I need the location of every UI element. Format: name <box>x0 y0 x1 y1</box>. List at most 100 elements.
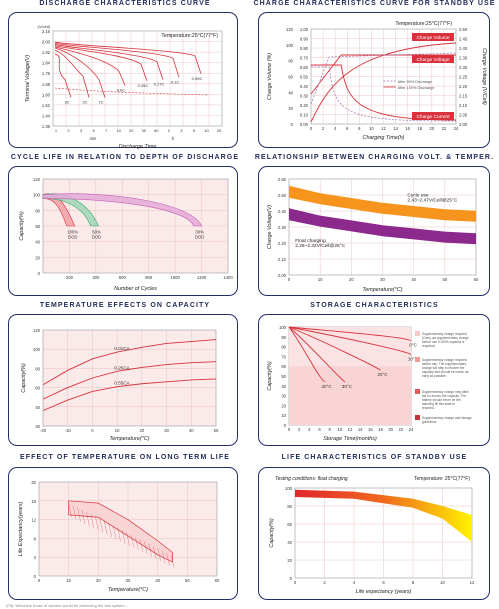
storage-xtick-label: 24 <box>409 427 414 432</box>
tempcap-xtick-label: 40 <box>189 428 194 433</box>
storage-ytick-label: 50 <box>281 374 286 379</box>
templife-xtick-label: 30 <box>126 578 131 583</box>
templife-hatch <box>121 530 126 544</box>
charge-xtick-label: 18 <box>417 126 422 131</box>
charge-xtick-label: 16 <box>405 126 410 131</box>
tempcap-series-line <box>42 378 217 412</box>
discharge-xlabel: Discharge Time <box>119 144 157 149</box>
storage-zone-low <box>289 366 411 425</box>
templife-hatch <box>108 523 112 537</box>
storage-xtick-label: 20 <box>388 427 393 432</box>
standby-title: LIFE CHARACTERISTICS OF STANDBY USE <box>281 454 468 461</box>
cycle-ytick-label: 120 <box>33 177 41 182</box>
tempcap-title: TEMPERATURE EFFECTS ON CAPACITY <box>39 302 211 309</box>
tempcap-ytick-label: 120 <box>33 328 41 333</box>
templife-hatch <box>77 507 81 522</box>
tempcap-ylabel: Capacity(%) <box>21 363 27 393</box>
charge-current-50-line <box>311 66 457 122</box>
standby-annotation-right: Temperature: 25°C(77°F) <box>414 476 470 482</box>
discharge-ytick-label: 1.84 <box>42 61 51 66</box>
discharge-ytick-label: 1.44 <box>42 113 51 118</box>
storage-xtick-label: 12 <box>348 427 353 432</box>
templife-xtick-label: 50 <box>185 578 190 583</box>
cycle-xtick-label: 1400 <box>223 275 233 280</box>
templife-hatch <box>130 534 135 548</box>
discharge-series-label: 0.6C <box>117 88 126 93</box>
cycle-ylabel: Capacity(%) <box>19 211 25 241</box>
tempcap-xtick-label: 30 <box>164 428 169 433</box>
tempcap-xtick-label: -20 <box>40 428 47 433</box>
cycle-xtick-label: 1200 <box>197 275 207 280</box>
storage-xtick-label: 16 <box>368 427 373 432</box>
tempcap-ytick-label: 60 <box>35 386 40 391</box>
templife-card: 20 16 12 8 4 0 0 10 20 30 40 50 60 Temperature(°C) Lif… <box>8 467 238 600</box>
relationship-ytick-label: 2.40 <box>278 209 287 214</box>
tempcap-plot-area <box>42 329 217 427</box>
charge-label-box <box>412 55 454 63</box>
standby-xtick-label: 0 <box>294 580 297 585</box>
storage-legend-text: guidelines <box>422 420 437 424</box>
templife-hatch <box>90 514 95 529</box>
cycle-ytick-label: 0 <box>38 271 41 276</box>
cycle-xtick-label: 200 <box>66 275 74 280</box>
tempcap-ytick-label: 40 <box>35 405 40 410</box>
charge-right-ytick-label: 2.35 <box>459 56 468 61</box>
charge-label-charge_volume: Charge Volume <box>416 35 449 41</box>
standby-xtick-label: 2 <box>323 580 326 585</box>
charge-xtick-label: 8 <box>358 126 361 131</box>
discharge-chart: 2.16 2.00 1.92 1.84 1.76 1.68 1.60 1.52 1.44 1.36… <box>25 24 223 149</box>
standby-ytick-label: 100 <box>285 486 293 491</box>
relationship-cycle-voltage: 2.43~2.47V/Cell@25°C <box>407 197 457 203</box>
charge-right-ytick-label: 2.50 <box>459 27 468 32</box>
cycle-title: CYCLE LIFE IN RELATION TO DEPTH OF DISCH… <box>10 154 240 161</box>
storage-legend-swatch <box>415 415 420 420</box>
storage-legend-text: required) <box>422 344 435 348</box>
charge-xtick-label: 4 <box>334 126 337 131</box>
charge-xtick-label: 20 <box>429 126 434 131</box>
charge-xtick-label: 14 <box>393 126 398 131</box>
templife-hatch <box>157 548 161 561</box>
storage-series-label: 40°C <box>321 384 332 389</box>
standby-xtick-label: 12 <box>470 580 475 585</box>
discharge-xtick-label: 1 <box>55 128 58 133</box>
relationship-band <box>289 185 476 222</box>
storage-legend-text: fail to recover the capacity. The <box>422 394 466 398</box>
charge-ytick-label: 0.40 <box>300 84 309 89</box>
storage-legend-text: battery should never be left <box>422 398 461 402</box>
templife-ytick-label: 4 <box>34 555 37 560</box>
charge-ytick-label: 0.10 <box>300 113 309 118</box>
storage-xtick-label: 2 <box>298 427 301 432</box>
discharge-xtick-label: 5 <box>193 128 196 133</box>
templife-hatch <box>126 532 130 546</box>
discharge-ytick-label: 1.76 <box>42 71 51 76</box>
discharge-ytick-label: 1.36 <box>42 124 51 129</box>
standby-xtick-label: 6 <box>382 580 385 585</box>
storage-series-line <box>288 326 412 342</box>
relationship-xtick-label: 40 <box>411 277 416 282</box>
templife-ytick-label: 12 <box>31 518 36 523</box>
charge-xlabel: Charging Time(h) <box>363 135 405 141</box>
discharge-ytick-label: 2.00 <box>42 40 51 45</box>
footnote: (Fit): Whichthe those of section would b… <box>6 603 129 608</box>
storage-ylabel: Capacity(%) <box>267 361 273 391</box>
charge-right-ytick-label: 2.25 <box>459 75 468 80</box>
discharge-ytick-label: 1.68 <box>42 82 51 87</box>
standby-xtick-label: 8 <box>412 580 415 585</box>
cycle-band-label: 50% <box>92 230 101 235</box>
templife-hatch <box>161 550 166 564</box>
discharge-series-label: 0.17C <box>154 82 165 87</box>
templife-ytick-label: 16 <box>31 499 36 504</box>
discharge-series-label: 0.1C <box>171 79 180 84</box>
templife-hatch <box>139 539 143 553</box>
tempcap-xlabel: Temperature(°C) <box>109 436 149 442</box>
standby-card: 100 80 60 40 20 0 0 2 4 6 8 10 12 Life expectancy (ye… <box>258 467 490 600</box>
standby-ytick-label: 40 <box>287 540 292 545</box>
tempcap-series-label: 0.55CA <box>114 381 130 386</box>
templife-hatch <box>170 555 175 568</box>
discharge-series-line <box>54 41 202 74</box>
templife-hatch <box>113 525 117 540</box>
discharge-xtick-label: 2 <box>168 128 171 133</box>
storage-title: STORAGE CHARACTERISTICS <box>310 302 439 309</box>
cycle-band-label-dod: DOD <box>92 235 101 240</box>
